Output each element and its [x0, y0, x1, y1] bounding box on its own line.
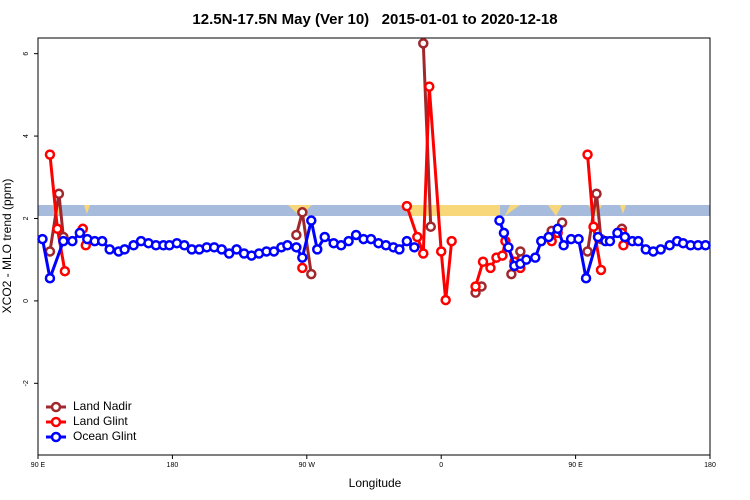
x-axis-label: Longitude — [349, 476, 402, 490]
point — [104, 244, 115, 255]
point — [216, 244, 227, 255]
point — [343, 235, 354, 247]
point — [477, 256, 489, 267]
point — [664, 240, 675, 251]
point — [506, 268, 517, 280]
point — [268, 246, 280, 257]
point — [530, 252, 541, 263]
point — [128, 240, 139, 251]
legend-label: Land Nadir — [73, 399, 132, 413]
point — [306, 215, 317, 226]
point — [291, 229, 302, 241]
point — [365, 233, 377, 245]
point — [582, 149, 593, 160]
point — [424, 81, 435, 92]
point — [498, 227, 510, 239]
point — [44, 272, 56, 284]
point — [52, 223, 63, 235]
x-tick-label: 90 W — [299, 462, 316, 469]
point — [591, 188, 602, 200]
legend-label: Ocean Glint — [73, 429, 137, 443]
point — [435, 246, 447, 257]
chart-title: 12.5N-17.5N May (Ver 10) 2015-01-01 to 2… — [192, 11, 557, 28]
legend-label: Land Glint — [73, 414, 128, 428]
point — [485, 262, 496, 274]
point — [494, 215, 505, 226]
point — [558, 240, 569, 251]
point — [655, 244, 666, 255]
x-tick-label: 90 E — [568, 462, 583, 469]
point — [440, 294, 451, 306]
point — [536, 235, 547, 247]
point — [604, 235, 616, 247]
point — [582, 246, 593, 257]
point — [44, 149, 56, 160]
point — [588, 221, 599, 232]
x-tick-label: 180 — [167, 462, 179, 469]
point — [470, 281, 481, 292]
point — [59, 265, 71, 277]
y-tick-label: 4 — [23, 134, 30, 138]
y-tick-label: 2 — [23, 216, 30, 220]
point — [592, 231, 604, 243]
point — [312, 244, 323, 255]
y-tick-label: -2 — [23, 380, 30, 386]
band — [38, 205, 710, 216]
point — [74, 227, 86, 239]
point — [335, 240, 347, 251]
point — [401, 235, 413, 247]
legend-marker — [50, 401, 62, 413]
point — [552, 223, 563, 235]
legend-marker — [50, 416, 62, 428]
point — [223, 248, 235, 259]
point — [119, 244, 130, 255]
point — [503, 242, 514, 253]
point — [418, 38, 429, 49]
point — [67, 235, 78, 247]
point — [446, 235, 457, 247]
point — [618, 240, 629, 251]
point — [573, 233, 584, 245]
point — [231, 244, 242, 255]
point — [497, 250, 508, 261]
x-tick-label: 180 — [704, 462, 716, 469]
point — [515, 246, 526, 257]
point — [96, 235, 108, 247]
point — [612, 227, 623, 239]
point — [394, 244, 405, 255]
point — [409, 242, 420, 253]
point — [412, 231, 423, 243]
point — [700, 240, 711, 251]
point — [350, 229, 362, 241]
point — [53, 188, 65, 200]
point — [282, 240, 293, 251]
point — [297, 252, 308, 263]
point — [37, 233, 48, 245]
point — [44, 246, 56, 257]
point — [297, 262, 308, 274]
y-tick-label: 0 — [23, 299, 30, 303]
x-tick-label: 0 — [439, 462, 443, 469]
legend-marker — [50, 431, 62, 443]
point — [543, 231, 554, 243]
point — [306, 268, 317, 280]
point — [595, 264, 607, 276]
point — [580, 272, 592, 284]
point — [401, 200, 413, 212]
x-tick-label: 90 E — [31, 462, 46, 469]
point — [619, 231, 631, 243]
point — [418, 248, 429, 259]
y-tick-label: 6 — [23, 52, 30, 56]
point — [179, 240, 190, 251]
point — [319, 231, 330, 243]
point — [297, 207, 308, 218]
y-axis-label: XCO2 - MLO trend (ppm) — [0, 179, 14, 314]
point — [633, 235, 644, 247]
point — [521, 254, 532, 265]
point — [58, 235, 69, 247]
point — [425, 221, 436, 232]
point — [291, 242, 302, 253]
